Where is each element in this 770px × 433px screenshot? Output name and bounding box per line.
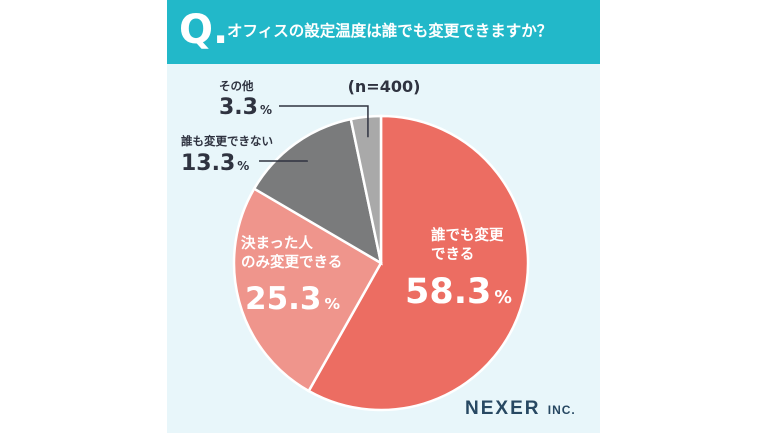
sample-size-note: (n=400) bbox=[348, 77, 421, 96]
question-text: オフィスの設定温度は誰でも変更できますか？ bbox=[227, 22, 553, 40]
slice-label: 誰も変更できない bbox=[181, 134, 273, 148]
slice-label: 決まった人 bbox=[241, 234, 313, 252]
callout-leaders bbox=[259, 105, 369, 162]
q-mark: Q. bbox=[179, 7, 229, 53]
brand-suffix: INC. bbox=[547, 403, 576, 417]
callout-leader-line bbox=[259, 160, 308, 162]
slice-label: のみ変更できる bbox=[241, 253, 342, 271]
slice-value-label: 3.3% bbox=[219, 95, 272, 120]
slice-label: できる bbox=[431, 246, 474, 263]
pie-slice bbox=[232, 186, 383, 393]
callout-leader-line bbox=[279, 105, 369, 138]
slice-value-label: 13.3% bbox=[181, 151, 249, 176]
pie-slice bbox=[349, 114, 383, 264]
pie-slices bbox=[232, 114, 530, 412]
pie-slice bbox=[306, 114, 530, 412]
infographic-card: Q. オフィスの設定温度は誰でも変更できますか？ 誰でも変更できる 58.3% 決ま… bbox=[167, 0, 600, 433]
slice-label: その他 bbox=[219, 79, 254, 93]
slice-value-label: 58.3% bbox=[405, 272, 512, 312]
question-header: Q. オフィスの設定温度は誰でも変更できますか？ bbox=[167, 0, 600, 64]
brand-logo: NEXER INC. bbox=[465, 398, 576, 420]
slice-label: 誰でも変更 bbox=[431, 226, 504, 244]
pie-slice bbox=[252, 117, 383, 266]
slice-value-label: 25.3% bbox=[245, 281, 341, 317]
brand-name: NEXER bbox=[465, 398, 541, 419]
